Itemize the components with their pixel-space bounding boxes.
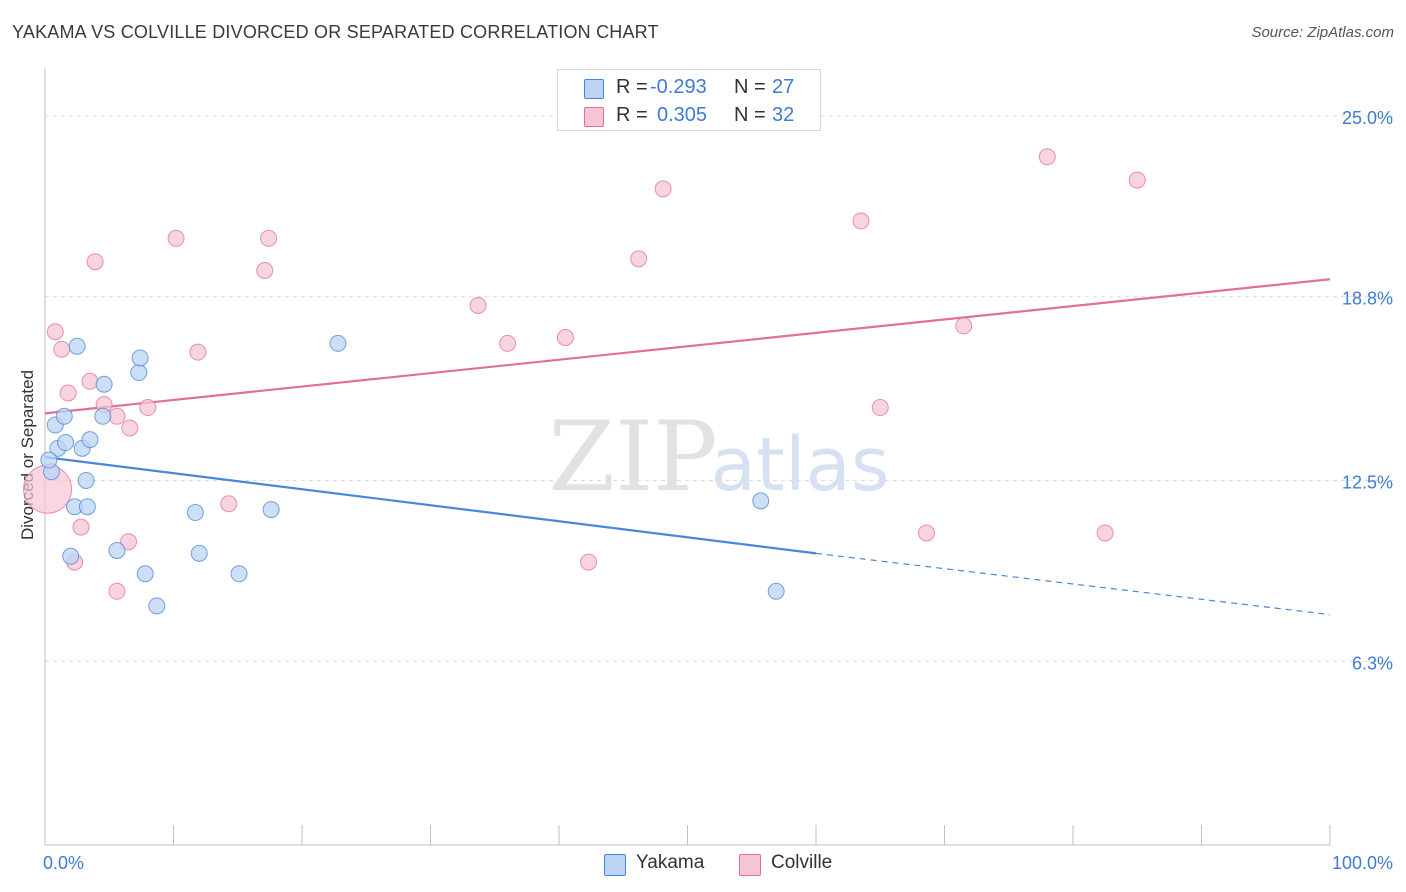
yakama-point[interactable] (230, 565, 248, 583)
legend-row-colville: R = 0.305 N = 32 (558, 102, 820, 130)
colville-point[interactable] (955, 317, 973, 335)
yakama-point[interactable] (329, 334, 347, 352)
colville-point[interactable] (256, 261, 274, 279)
yakama-point[interactable] (767, 582, 785, 600)
colville-point[interactable] (220, 495, 238, 513)
x-tick-label: 0.0% (43, 853, 84, 873)
watermark-atlas: atlas (711, 422, 890, 508)
x-tick-label: 100.0% (1332, 853, 1393, 873)
n-label: N = (734, 104, 766, 126)
colville-point[interactable] (46, 323, 64, 341)
y-tick-label: 25.0% (1342, 108, 1393, 128)
legend-row-yakama: R = -0.293 N = 27 (558, 74, 820, 102)
colville-point[interactable] (871, 399, 889, 417)
yakama-point[interactable] (131, 349, 149, 367)
yakama-point[interactable] (108, 541, 126, 559)
yakama-point[interactable] (752, 492, 770, 510)
yakama-point[interactable] (130, 364, 148, 382)
colville-point[interactable] (580, 553, 598, 571)
yakama-legend-swatch (604, 854, 626, 876)
yakama-r-value: -0.293 (650, 76, 707, 98)
x-tick-labels: 0.0% 100.0% (43, 853, 1393, 873)
colville-point[interactable] (630, 250, 648, 268)
colville-point[interactable] (556, 329, 574, 347)
colville-point[interactable] (260, 229, 278, 247)
colville-point[interactable] (654, 180, 672, 198)
yakama-trend-extension (815, 552, 1331, 616)
colville-trend-line (44, 278, 1331, 415)
yakama-swatch (584, 79, 604, 99)
colville-point[interactable] (189, 343, 207, 361)
n-label: N = (734, 76, 766, 98)
colville-point[interactable] (59, 384, 77, 402)
yakama-point[interactable] (148, 597, 166, 615)
data-points (23, 148, 1146, 615)
yakama-point[interactable] (81, 431, 99, 449)
yakama-point[interactable] (262, 501, 280, 519)
yakama-point[interactable] (94, 407, 112, 425)
y-tick-labels: 25.0% 18.8% 12.5% 6.3% (1342, 108, 1393, 673)
colville-legend-label: Colville (771, 852, 833, 873)
colville-point[interactable] (1128, 171, 1146, 189)
yakama-point[interactable] (95, 375, 113, 393)
watermark-zip: ZIP (548, 401, 717, 513)
yakama-n-value: 27 (772, 76, 795, 98)
y-tick-label: 6.3% (1352, 653, 1393, 673)
yakama-point[interactable] (55, 407, 73, 425)
colville-point[interactable] (108, 407, 126, 425)
colville-point[interactable] (852, 212, 870, 230)
correlation-legend: R = -0.293 N = 27 R = 0.305 N = 32 (557, 69, 821, 131)
colville-point[interactable] (167, 229, 185, 247)
colville-point[interactable] (121, 419, 139, 437)
y-tick-label: 18.8% (1342, 289, 1393, 309)
colville-point[interactable] (86, 253, 104, 271)
yakama-trend-line (44, 456, 817, 555)
chart-title: YAKAMA VS COLVILLE DIVORCED OR SEPARATED… (12, 22, 659, 42)
yakama-point[interactable] (186, 504, 204, 522)
colville-r-value: 0.305 (657, 104, 708, 126)
chart-source: Source: ZipAtlas.com (1251, 24, 1394, 41)
yakama-point[interactable] (57, 434, 75, 452)
colville-point[interactable] (108, 582, 126, 600)
r-label: R = (616, 104, 648, 126)
yakama-point[interactable] (190, 544, 208, 562)
y-tick-label: 12.5% (1342, 472, 1393, 492)
colville-point[interactable] (499, 334, 517, 352)
colville-legend-swatch (739, 854, 761, 876)
colville-point[interactable] (72, 518, 90, 536)
colville-n-value: 32 (772, 104, 795, 126)
colville-point[interactable] (1096, 524, 1114, 542)
yakama-legend-label: Yakama (636, 852, 705, 873)
colville-point[interactable] (53, 340, 71, 358)
colville-swatch (584, 107, 604, 127)
colville-point[interactable] (120, 533, 138, 551)
yakama-point[interactable] (77, 471, 95, 489)
colville-point[interactable] (81, 372, 99, 390)
gridlines (45, 115, 1394, 662)
colville-point[interactable] (469, 296, 487, 314)
yakama-point[interactable] (40, 451, 58, 469)
yakama-point[interactable] (62, 547, 80, 565)
yakama-point[interactable] (78, 498, 96, 516)
watermark: ZIP atlas (548, 401, 889, 513)
colville-point[interactable] (1038, 148, 1056, 166)
colville-point[interactable] (918, 524, 936, 542)
yakama-point[interactable] (136, 565, 154, 583)
trend-lines (44, 278, 1331, 616)
series-legend: Yakama Colville (0, 852, 1406, 878)
r-label: R = (616, 76, 648, 98)
colville-point[interactable] (139, 399, 157, 417)
yakama-point[interactable] (68, 337, 86, 355)
